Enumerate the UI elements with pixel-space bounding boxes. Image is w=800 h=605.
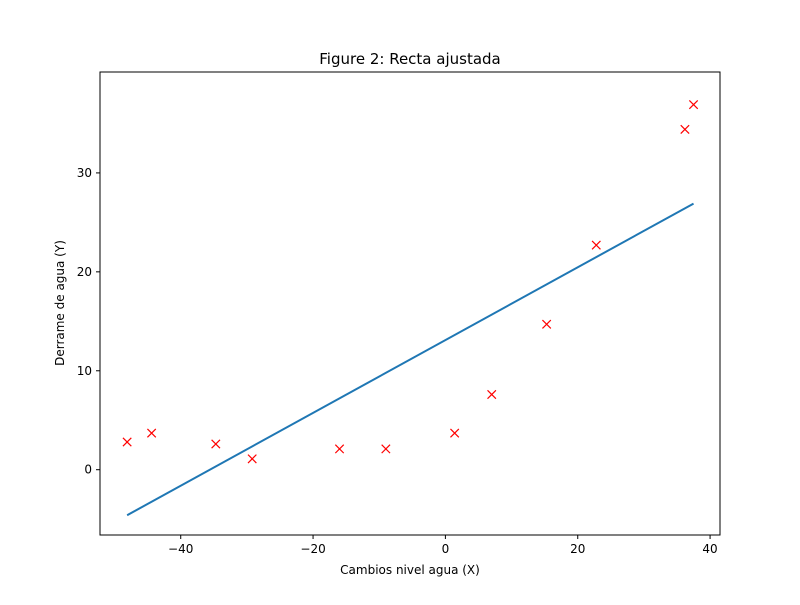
x-axis-label: Cambios nivel agua (X) (340, 563, 480, 577)
x-tick-label: 40 (702, 542, 717, 556)
data-point (591, 240, 601, 250)
y-tick-label: 20 (77, 265, 92, 279)
x-tick-label: −20 (300, 542, 325, 556)
data-point (450, 428, 460, 438)
y-axis-label: Derrame de agua (Y) (53, 240, 67, 366)
y-tick-label: 30 (77, 166, 92, 180)
y-axis-ticks: 0 10 20 30 (77, 166, 100, 477)
fit-line (126, 202, 695, 517)
x-axis-ticks: −40 −20 0 20 40 (168, 535, 718, 556)
fit-line-layer (126, 202, 695, 517)
data-point (688, 100, 699, 110)
x-tick-label: 20 (570, 542, 585, 556)
data-points-layer (122, 100, 699, 464)
y-tick-label: 10 (77, 364, 92, 378)
data-point (381, 444, 391, 454)
data-point (334, 444, 345, 454)
x-tick-label: −40 (168, 542, 193, 556)
chart-title: Figure 2: Recta ajustada (319, 50, 500, 68)
data-point (487, 389, 497, 400)
data-point (542, 319, 552, 329)
x-tick-label: 0 (442, 542, 450, 556)
data-point (680, 124, 690, 135)
y-tick-label: 0 (84, 463, 92, 477)
data-point (146, 428, 157, 438)
data-point (211, 439, 221, 449)
plot-area (99, 71, 721, 536)
data-point (122, 437, 132, 447)
data-point (247, 454, 257, 464)
